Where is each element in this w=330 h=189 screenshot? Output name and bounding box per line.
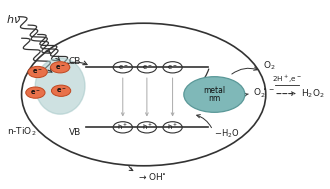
Text: $\rightarrow$OH$^{\bullet}$: $\rightarrow$OH$^{\bullet}$ (137, 171, 167, 182)
Ellipse shape (35, 58, 85, 114)
Text: e$^-$: e$^-$ (56, 86, 67, 95)
Text: H$_2$O$_2$: H$_2$O$_2$ (301, 87, 325, 100)
Text: e$^-$: e$^-$ (117, 63, 128, 72)
Text: e$^-$: e$^-$ (32, 67, 43, 76)
Circle shape (26, 87, 45, 98)
Text: e$^-$: e$^-$ (167, 63, 178, 72)
Text: 2H$^+$,e$^-$: 2H$^+$,e$^-$ (272, 73, 302, 84)
Circle shape (184, 77, 245, 112)
Text: O$_2^{\,\bullet-}$: O$_2^{\,\bullet-}$ (253, 87, 275, 100)
Text: e$^-$: e$^-$ (30, 88, 41, 97)
Text: e$^-$: e$^-$ (55, 63, 66, 72)
Text: nm: nm (208, 94, 220, 103)
Text: h$^+$: h$^+$ (117, 122, 128, 132)
Circle shape (50, 62, 70, 73)
Text: h$^+$: h$^+$ (142, 122, 152, 132)
Text: VB: VB (69, 128, 81, 137)
Text: n-TiO$_2$: n-TiO$_2$ (7, 126, 37, 138)
Circle shape (51, 85, 71, 96)
Circle shape (28, 66, 47, 78)
Text: O$_2$: O$_2$ (263, 59, 275, 72)
Text: CB: CB (69, 57, 81, 66)
Text: h$\nu$: h$\nu$ (6, 13, 20, 25)
Text: metal: metal (203, 86, 225, 95)
Text: h$^+$: h$^+$ (167, 122, 178, 132)
Text: $-$H$_2$O: $-$H$_2$O (214, 128, 240, 140)
Text: e$^-$: e$^-$ (142, 63, 152, 72)
